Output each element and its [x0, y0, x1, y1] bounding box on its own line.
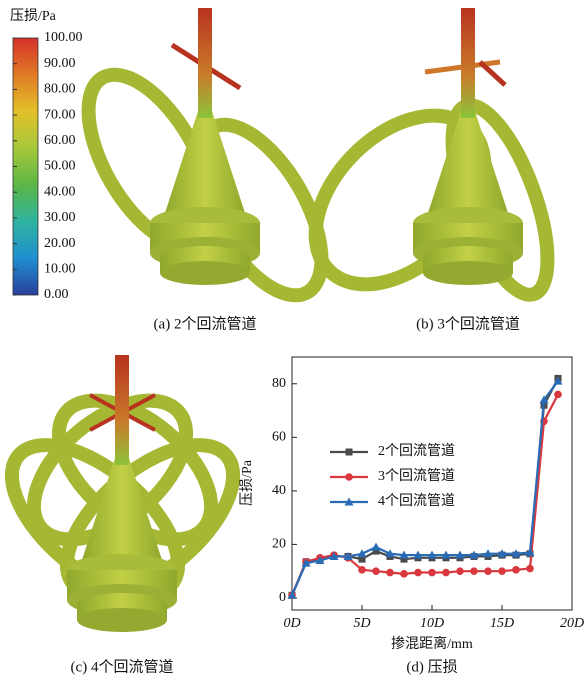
- colorbar-tick-label: 70.00: [44, 107, 76, 122]
- series-line: [292, 381, 558, 595]
- colorbar-tick-label: 0.00: [44, 287, 69, 302]
- marker: [526, 565, 534, 573]
- marker: [345, 473, 353, 481]
- colorbar-title: 压损/Pa: [10, 8, 57, 24]
- x-tick-label: 10D: [420, 616, 444, 631]
- colorbar-tick-label: 80.00: [44, 82, 76, 97]
- colorbar-tick-label: 10.00: [44, 262, 76, 277]
- marker: [372, 567, 380, 575]
- marker: [414, 569, 422, 577]
- x-tick-label: 15D: [490, 616, 514, 631]
- legend-label: 4个回流管道: [378, 493, 455, 509]
- marker: [346, 449, 353, 456]
- marker: [456, 567, 464, 575]
- caption: (a) 2个回流管道: [154, 315, 257, 332]
- figure: (a) 2个回流管道 (b) 3个回流管道 (c) 4个回流管道 (d) 压损 …: [0, 0, 587, 683]
- marker: [400, 570, 408, 578]
- y-tick-label: 0: [279, 590, 286, 605]
- marker: [386, 569, 394, 577]
- y-tick-label: 40: [272, 483, 286, 498]
- marker: [512, 566, 520, 574]
- caption: (d) 压损: [406, 658, 457, 675]
- caption: (b) 3个回流管道: [416, 315, 520, 332]
- model-c: [0, 355, 259, 632]
- y-tick-label: 60: [272, 430, 286, 445]
- colorbar-tick-label: 40.00: [44, 184, 76, 199]
- marker: [358, 566, 366, 574]
- x-tick-label: 0D: [283, 616, 300, 631]
- colorbar-tick-label: 50.00: [44, 159, 76, 174]
- model-b: [283, 8, 567, 317]
- x-axis-label: 掺混距离/mm: [391, 635, 473, 652]
- colorbar-tick-label: 20.00: [44, 236, 76, 251]
- marker: [484, 567, 492, 575]
- y-axis-label: 压损/Pa: [239, 459, 255, 506]
- caption: (c) 4个回流管道: [71, 658, 174, 675]
- legend-label: 3个回流管道: [378, 468, 455, 484]
- marker: [498, 567, 506, 575]
- marker: [428, 569, 436, 577]
- x-tick-label: 20D: [560, 616, 584, 631]
- marker: [442, 569, 450, 577]
- legend-label: 2个回流管道: [378, 443, 455, 459]
- marker: [554, 391, 562, 399]
- marker: [470, 567, 478, 575]
- colorbar-tick-label: 90.00: [44, 56, 76, 71]
- y-tick-label: 80: [272, 376, 286, 391]
- y-tick-label: 20: [272, 537, 286, 552]
- x-tick-label: 5D: [353, 616, 370, 631]
- colorbar-tick-label: 100.00: [44, 30, 83, 45]
- model-a: [64, 8, 347, 315]
- marker: [372, 543, 381, 551]
- colorbar-tick-label: 60.00: [44, 133, 76, 148]
- colorbar-tick-label: 30.00: [44, 210, 76, 225]
- series-line: [292, 378, 558, 595]
